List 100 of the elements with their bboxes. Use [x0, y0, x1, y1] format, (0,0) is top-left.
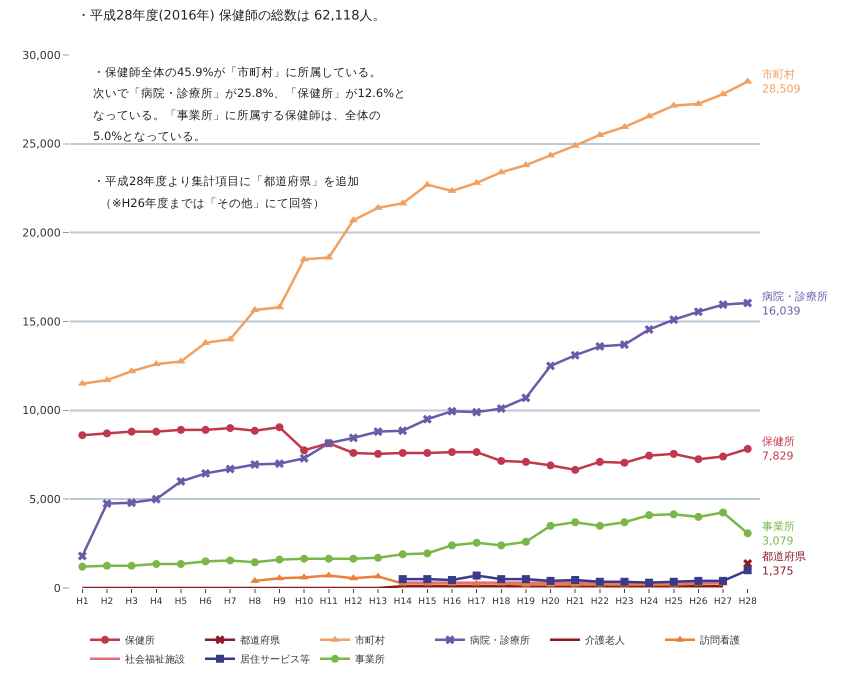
point [546, 461, 555, 470]
point [596, 578, 604, 586]
point [250, 460, 260, 470]
chart-title: ・平成28年度(2016年) 保健師の総数は 62,118人。 [76, 7, 386, 24]
point [398, 550, 407, 558]
point [620, 458, 628, 467]
x-tick-label: H2 [100, 596, 114, 607]
x-tick-label: H4 [150, 596, 163, 607]
x-tick-label: H18 [492, 596, 511, 607]
point [546, 522, 555, 530]
point [275, 556, 284, 564]
point [522, 575, 530, 584]
x-tick-label: H5 [174, 596, 188, 607]
point [447, 406, 456, 416]
point [522, 538, 530, 546]
annotation: 市町村 28,509 [762, 68, 800, 96]
point [645, 452, 654, 460]
point [300, 554, 308, 563]
x-tick-label: H20 [541, 596, 560, 607]
point [349, 554, 358, 563]
point [423, 549, 432, 558]
point [743, 298, 752, 308]
x-tick-label: H9 [273, 596, 286, 607]
annotation: ・平成28年度より集計項目に「都道府県」を追加 [93, 174, 360, 188]
annotation: 都道府県 1,375 [762, 550, 806, 578]
point [571, 576, 580, 584]
annotation: 病院・診療所 16,039 [762, 290, 828, 318]
legend-label: 居住サービス等 [240, 654, 310, 666]
point [300, 454, 309, 463]
point [496, 404, 506, 414]
x-tick-label: H22 [590, 596, 609, 607]
point [78, 562, 86, 571]
point [176, 476, 186, 486]
point [275, 423, 284, 432]
y-tick-label: 5,000 [29, 493, 61, 506]
annotation: 次いで「病院・診療所」が25.8%、「保健所」が12.6%と [93, 86, 406, 100]
y-tick-label: 15,000 [22, 315, 61, 328]
point [102, 562, 111, 570]
point [422, 414, 432, 424]
point [744, 444, 752, 453]
point [127, 498, 136, 508]
point [374, 427, 383, 436]
point [448, 541, 456, 550]
x-tick-label: H10 [294, 596, 314, 607]
point [472, 408, 482, 417]
point [128, 428, 136, 436]
point [596, 522, 604, 530]
point [596, 458, 604, 466]
x-tick-label: H24 [640, 596, 658, 607]
point [201, 468, 210, 478]
legend-label: 市町村 [355, 634, 385, 647]
point [226, 556, 234, 564]
x-tick-label: H27 [714, 596, 732, 607]
legend-label: 保健所 [125, 634, 155, 647]
y-tick-label: 25,000 [22, 138, 61, 151]
point [595, 342, 604, 351]
point [497, 456, 506, 465]
point [349, 448, 358, 457]
legend-label: 都道府県 [240, 634, 280, 647]
point [152, 428, 160, 436]
point [669, 315, 678, 324]
point [620, 340, 629, 350]
point [324, 554, 333, 563]
point [226, 464, 235, 474]
point [719, 508, 728, 516]
point [176, 560, 185, 568]
point [102, 429, 111, 438]
x-tick-label: H19 [516, 596, 536, 607]
legend-label: 病院・診療所 [470, 634, 530, 647]
point [670, 450, 678, 458]
legend-label: 事業所 [355, 654, 385, 666]
point [274, 459, 284, 468]
x-tick-label: H14 [394, 596, 412, 607]
x-tick-label: H11 [320, 596, 338, 607]
annotation: 事業所 3,079 [762, 520, 795, 548]
x-tick-label: H21 [566, 596, 584, 607]
point [78, 431, 86, 440]
point [546, 576, 555, 585]
point [571, 466, 580, 474]
point [670, 510, 678, 518]
x-tick-label: H6 [199, 596, 212, 607]
point [744, 566, 752, 574]
point [472, 538, 481, 547]
x-tick-label: H8 [248, 596, 262, 607]
point [152, 494, 161, 504]
point [744, 529, 752, 538]
point [546, 361, 556, 370]
point [571, 518, 580, 526]
annotation: （※H26年度までは「その他」にて回答） [100, 196, 325, 210]
point [423, 575, 432, 584]
point [497, 575, 506, 584]
annotation: 5.0%となっている。 [93, 129, 206, 143]
point [472, 448, 481, 456]
annotation: なっている。「事業所」に所属する保健師は、全体の [93, 108, 381, 122]
x-tick-label: H28 [738, 596, 758, 607]
annotation: 保健所 7,829 [762, 435, 795, 462]
point [226, 424, 234, 432]
point [644, 324, 654, 334]
point [694, 307, 703, 316]
point [374, 554, 382, 562]
